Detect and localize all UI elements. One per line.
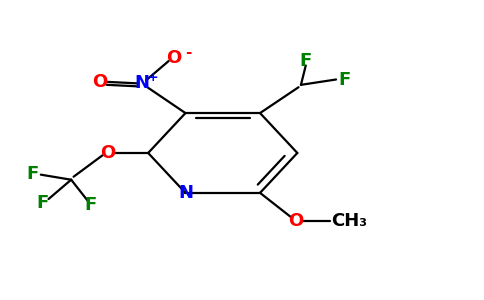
Text: O: O — [288, 212, 304, 230]
Text: +: + — [148, 71, 158, 84]
Text: O: O — [100, 144, 115, 162]
Text: O: O — [92, 73, 107, 91]
Text: N: N — [135, 74, 150, 92]
Text: F: F — [27, 165, 39, 183]
Text: F: F — [84, 196, 96, 214]
Text: CH₃: CH₃ — [331, 212, 367, 230]
Text: F: F — [338, 71, 350, 89]
Text: O: O — [166, 49, 181, 67]
Text: -: - — [185, 45, 191, 60]
Text: F: F — [300, 52, 312, 70]
Text: N: N — [178, 184, 193, 202]
Text: F: F — [36, 194, 48, 212]
